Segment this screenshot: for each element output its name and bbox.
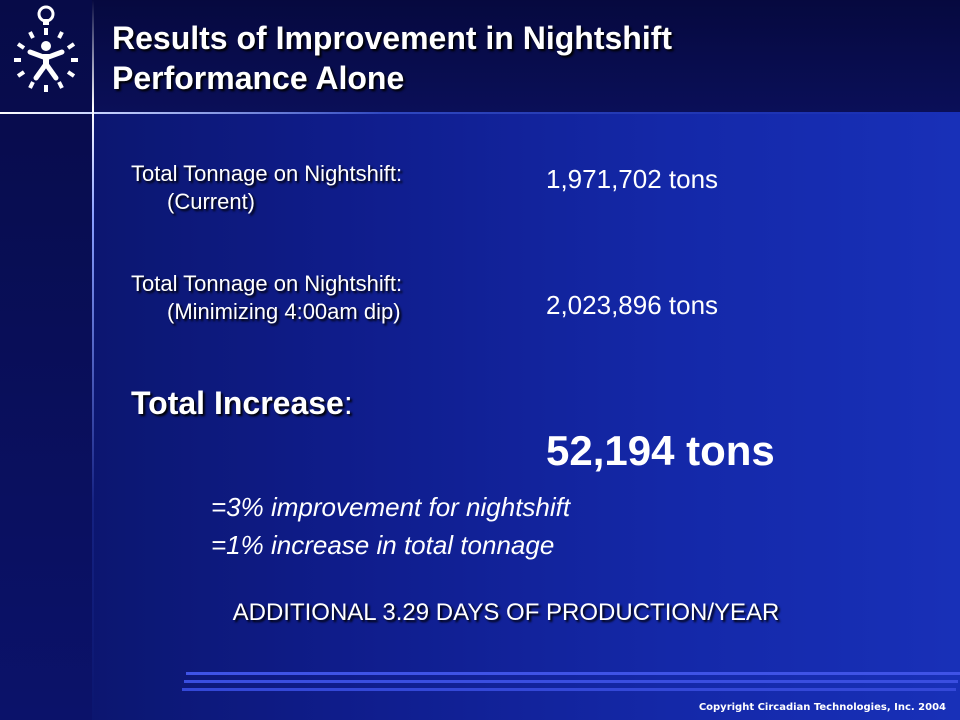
decorative-stripe <box>186 672 960 675</box>
copyright-text: Copyright Circadian Technologies, Inc. 2… <box>698 702 946 713</box>
horizontal-rule <box>0 112 960 114</box>
row-label: Total Tonnage on Nightshift: <box>131 161 403 186</box>
increase-colon: : <box>343 385 353 421</box>
total-increase-value: 52,194 tons <box>546 427 775 474</box>
row-label: Total Tonnage on Nightshift: <box>131 271 403 296</box>
additional-days-text: ADDITIONAL 3.29 DAYS OF PRODUCTION/YEAR <box>232 599 780 626</box>
decorative-stripe <box>182 688 956 691</box>
total-increase-note: =1% increase in total tonnage <box>211 530 555 560</box>
header-band <box>0 0 960 112</box>
improved-tonnage-label: Total Tonnage on Nightshift: (Minimizing… <box>131 270 402 326</box>
slide-title: Results of Improvement in Nightshift Per… <box>112 18 872 98</box>
title-line-1: Results of Improvement in Nightshift <box>112 20 673 56</box>
row-sublabel: (Minimizing 4:00am dip) <box>167 299 401 324</box>
increase-label-text: Total Increase <box>131 385 344 421</box>
vertical-rule <box>92 0 94 720</box>
side-band <box>0 0 92 720</box>
stopwatch-person-icon <box>14 5 78 92</box>
row-sublabel: (Current) <box>167 189 256 214</box>
decorative-stripe <box>184 680 958 683</box>
improvement-note: =3% improvement for nightshift <box>211 492 571 522</box>
total-increase-label: Total Increase: <box>131 383 353 423</box>
improved-tonnage-value: 2,023,896 tons <box>546 290 719 320</box>
current-tonnage-label: Total Tonnage on Nightshift: (Current) <box>131 160 402 216</box>
current-tonnage-value: 1,971,702 tons <box>546 164 719 194</box>
title-line-2: Performance Alone <box>112 60 405 96</box>
